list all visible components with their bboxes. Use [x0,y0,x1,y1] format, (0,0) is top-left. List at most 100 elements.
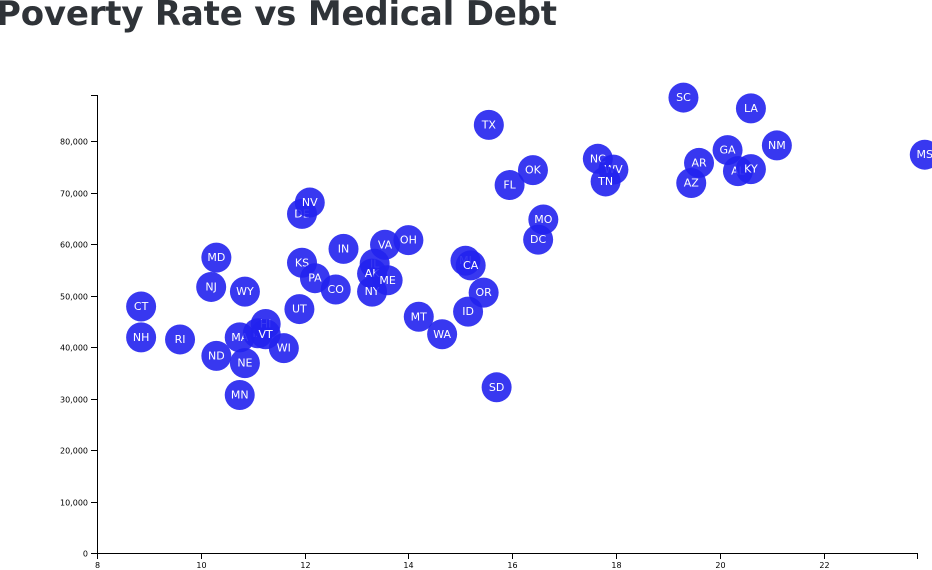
x-tick-label: 14 [403,561,413,570]
point-label: CT [134,300,149,313]
point-marker [320,274,351,305]
point-label: ND [208,349,225,362]
point-marker [735,93,766,124]
point-label: VT [259,328,274,341]
data-point-in: IN [328,233,359,264]
x-tick-label: 12 [300,561,310,570]
data-point-dc: DC [523,224,554,255]
y-tick-label: 60,000 [60,241,88,250]
x-tick-label: 22 [819,561,829,570]
data-point-ok: OK [517,155,548,186]
point-marker [370,229,401,260]
data-point-la: LA [735,93,766,124]
data-point-ct: CT [126,291,157,322]
point-marker [294,187,325,218]
point-marker [196,271,227,302]
point-label: VA [378,238,393,251]
point-label: MT [411,310,427,323]
point-label: LA [744,102,758,115]
point-marker [473,109,504,140]
data-point-va: VA [370,229,401,260]
point-label: OK [525,164,542,177]
y-tick-label: 0 [83,550,88,559]
data-point-wa: WA [427,319,458,350]
x-tick-label: 16 [507,561,517,570]
point-marker [165,324,196,355]
x-tick-label: 20 [715,561,725,570]
point-marker [735,154,766,185]
point-marker [761,130,792,161]
point-marker [328,233,359,264]
point-label: MO [534,213,552,226]
x-tick-label: 8 [95,561,100,570]
point-marker [201,340,232,371]
point-marker [268,333,299,364]
data-point-mn: MN [224,380,255,411]
data-point-tn: TN [590,166,621,197]
point-label: MD [207,251,225,264]
point-label: SD [489,381,504,394]
point-label: OH [400,234,417,247]
data-point-nm: NM [761,130,792,161]
point-marker [481,372,512,403]
x-tick-label: 18 [611,561,621,570]
data-point-co: CO [320,274,351,305]
point-label: NH [133,331,150,344]
y-tick-label: 20,000 [60,447,88,456]
data-point-ne: NE [229,348,260,379]
x-tick-label: 10 [196,561,206,570]
point-marker [427,319,458,350]
y-tick-label: 70,000 [60,190,88,199]
data-point-ca: CA [455,250,486,281]
point-label: KS [295,256,309,269]
point-label: WY [236,285,254,298]
point-marker [668,82,699,113]
point-marker [523,224,554,255]
point-marker [590,166,621,197]
data-point-ri: RI [165,324,196,355]
point-label: MS [917,148,932,161]
point-label: SC [676,91,691,104]
data-point-ut: UT [284,294,315,325]
point-label: TX [481,118,497,131]
data-point-id: ID [453,296,484,327]
y-tick-label: 80,000 [60,138,88,147]
y-tick-label: 30,000 [60,396,88,405]
point-marker [224,380,255,411]
point-marker [684,147,715,178]
point-label: RI [175,333,186,346]
data-point-md: MD [201,242,232,273]
point-marker [517,155,548,186]
y-tick-label: 10,000 [60,499,88,508]
data-point-oh: OH [393,225,424,256]
point-label: CA [463,259,479,272]
point-marker [372,265,403,296]
point-label: NJ [205,280,216,293]
point-label: WA [433,328,451,341]
data-point-ky: KY [735,154,766,185]
point-label: ID [462,305,474,318]
data-point-nv: NV [294,187,325,218]
y-axis: 0 10,000 20,000 30,000 40,000 50,000 60,000 70,… [60,95,98,559]
data-point-nd: ND [201,340,232,371]
point-label: FL [503,179,516,192]
point-label: CO [328,283,345,296]
point-marker [453,296,484,327]
y-tick-label: 50,000 [60,293,88,302]
data-point-sc: SC [668,82,699,113]
point-label: OR [475,286,492,299]
data-point-ms: MS [909,139,932,170]
point-label: AR [691,156,707,169]
data-point-nj: NJ [196,271,227,302]
point-label: ME [379,274,395,287]
data-point-wi: WI [268,333,299,364]
point-label: DC [530,233,546,246]
data-point-mt: MT [403,301,434,332]
point-label: GA [720,144,737,157]
point-marker [909,139,932,170]
x-axis: 8 10 12 14 16 18 20 22 [95,553,918,570]
point-marker [403,301,434,332]
point-marker [229,276,260,307]
point-label: TN [597,175,613,188]
point-marker [229,348,260,379]
